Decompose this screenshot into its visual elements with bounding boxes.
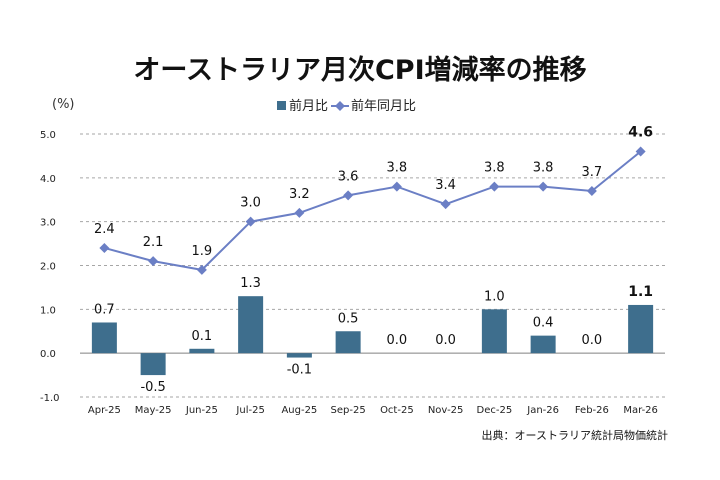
bar-data-label: 0.7 bbox=[94, 302, 115, 317]
bar-data-label: -0.5 bbox=[140, 380, 165, 395]
line-data-label: 2.1 bbox=[143, 235, 164, 250]
line-marker bbox=[148, 256, 159, 267]
bar bbox=[91, 322, 117, 354]
y-tick-label: -1.0 bbox=[40, 393, 60, 404]
line-marker bbox=[294, 207, 305, 218]
bar-data-label: 0.0 bbox=[435, 333, 456, 348]
line-marker bbox=[343, 190, 354, 201]
line-data-label: 3.4 bbox=[435, 178, 456, 193]
y-tick-label: 0.0 bbox=[40, 349, 56, 360]
y-tick-label: 1.0 bbox=[40, 305, 56, 316]
x-tick-label: May-25 bbox=[135, 405, 172, 416]
line-data-label: 4.6 bbox=[628, 125, 653, 141]
data-labels: 0.7 -0.5 0.1 1.3 -0.1 0.5 0.0 0.0 1.0 0.4 0.0 1.1 2.… bbox=[94, 125, 653, 396]
x-tick-label: Apr-25 bbox=[88, 405, 121, 416]
bar-data-label: -0.1 bbox=[287, 363, 312, 378]
bar-data-label: 0.0 bbox=[582, 333, 603, 348]
line-marker bbox=[635, 146, 646, 157]
x-tick-label: Aug-25 bbox=[281, 405, 317, 416]
bar bbox=[238, 296, 264, 354]
bar-data-label: 1.0 bbox=[484, 289, 505, 304]
bar-data-label: 0.1 bbox=[192, 329, 213, 344]
y-tick-label: 4.0 bbox=[40, 174, 56, 185]
x-tick-label: Mar-26 bbox=[623, 405, 658, 416]
line-series bbox=[99, 146, 646, 275]
bar bbox=[628, 304, 654, 354]
line-data-label: 2.4 bbox=[94, 222, 115, 237]
bar-data-label: 1.1 bbox=[628, 284, 653, 300]
line-data-label: 3.8 bbox=[484, 161, 505, 176]
y-tick-label: 3.0 bbox=[40, 218, 56, 229]
bar bbox=[286, 353, 312, 358]
line-marker bbox=[538, 181, 549, 192]
bar bbox=[140, 353, 166, 376]
line-marker bbox=[245, 216, 256, 227]
legend-line-marker bbox=[335, 101, 345, 111]
bar bbox=[189, 348, 215, 354]
bar-data-label: 1.3 bbox=[240, 276, 261, 291]
line-marker bbox=[391, 181, 402, 192]
line-marker bbox=[440, 199, 451, 210]
y-tick-label: 2.0 bbox=[40, 262, 56, 273]
bar-data-label: 0.5 bbox=[338, 311, 359, 326]
line-marker bbox=[586, 185, 597, 196]
bar-data-label: 0.4 bbox=[533, 316, 554, 331]
gridlines bbox=[80, 133, 665, 398]
source-note: 出典：オーストラリア統計局物価統計 bbox=[482, 428, 668, 442]
x-tick-label: Jun-25 bbox=[185, 405, 218, 416]
chart-title: オーストラリア月次CPI増減率の推移 bbox=[133, 54, 586, 86]
bar bbox=[335, 331, 361, 354]
x-tick-label: Sep-25 bbox=[331, 405, 366, 416]
line-data-label: 1.9 bbox=[192, 244, 213, 259]
x-tick-label: Oct-25 bbox=[380, 405, 414, 416]
bar-series bbox=[91, 296, 654, 376]
legend-bar-swatch bbox=[277, 101, 286, 110]
y-tick-label: 5.0 bbox=[40, 130, 56, 141]
line-data-label: 3.6 bbox=[338, 169, 359, 184]
line-marker bbox=[196, 264, 207, 275]
x-tick-label: Dec-25 bbox=[477, 405, 513, 416]
bar bbox=[530, 335, 556, 354]
line-path bbox=[104, 150, 642, 271]
unit-label: (%) bbox=[52, 97, 75, 112]
line-data-label: 3.0 bbox=[240, 196, 261, 211]
line-data-label: 3.8 bbox=[387, 161, 408, 176]
legend: 前月比 前年同月比 bbox=[277, 98, 416, 114]
line-data-label: 3.2 bbox=[289, 187, 310, 202]
line-marker bbox=[99, 242, 110, 253]
legend-bar-label: 前月比 bbox=[289, 98, 328, 114]
line-data-label: 3.7 bbox=[582, 165, 603, 180]
x-tick-label: Feb-26 bbox=[575, 405, 609, 416]
x-axis-ticks: Apr-25 May-25 Jun-25 Jul-25 Aug-25 Sep-25 Oct-… bbox=[88, 405, 658, 416]
bar-data-label: 0.0 bbox=[387, 333, 408, 348]
x-tick-label: Jan-26 bbox=[526, 405, 559, 416]
bar bbox=[481, 309, 507, 354]
legend-line-label: 前年同月比 bbox=[351, 98, 416, 114]
y-axis-ticks: 5.0 4.0 3.0 2.0 1.0 0.0 -1.0 bbox=[40, 130, 60, 404]
line-marker bbox=[489, 181, 500, 192]
x-tick-label: Nov-25 bbox=[428, 405, 464, 416]
line-data-label: 3.8 bbox=[533, 161, 554, 176]
x-tick-label: Jul-25 bbox=[235, 405, 264, 416]
